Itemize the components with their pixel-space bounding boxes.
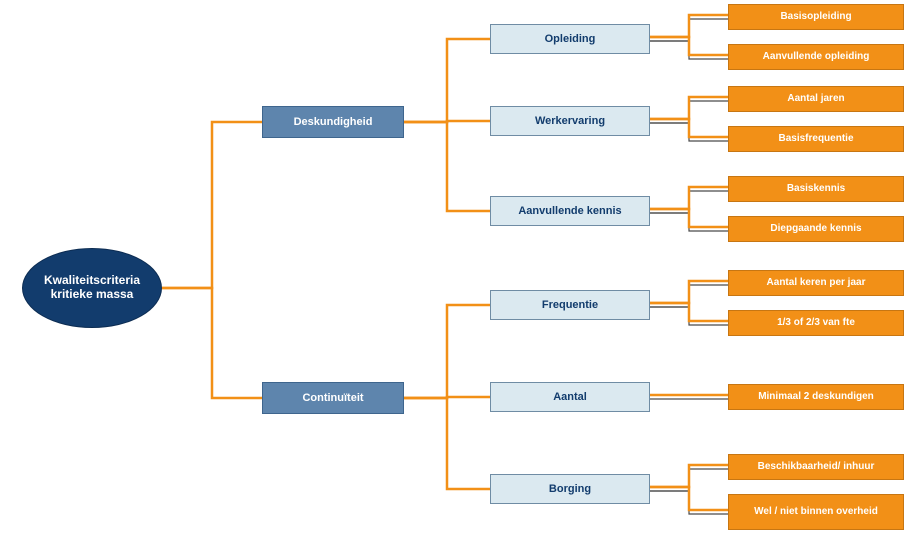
node-l2_opl: Opleiding [490, 24, 650, 54]
node-lf_aker: Aantal keren per jaar [728, 270, 904, 296]
node-label: Borging [549, 483, 591, 496]
node-label: Aanvullende opleiding [763, 51, 870, 63]
node-label: Beschikbaarheid/ inhuur [758, 461, 875, 473]
node-label: Wel / niet binnen overheid [754, 506, 878, 518]
node-label: Deskundigheid [294, 116, 373, 129]
node-label: Frequentie [542, 299, 598, 312]
node-root: Kwaliteitscriteria kritieke massa [22, 248, 162, 328]
node-lf_fte: 1/3 of 2/3 van fte [728, 310, 904, 336]
node-label: Aantal [553, 391, 587, 404]
node-label: Aanvullende kennis [518, 205, 621, 218]
node-l2_aant: Aantal [490, 382, 650, 412]
node-label: Aantal keren per jaar [767, 277, 866, 289]
node-lf_jaren: Aantal jaren [728, 86, 904, 112]
node-label: Continuïteit [302, 392, 363, 405]
node-label: Opleiding [545, 33, 596, 46]
node-l2_freq: Frequentie [490, 290, 650, 320]
node-l2_borg: Borging [490, 474, 650, 504]
node-label: Kwaliteitscriteria kritieke massa [23, 274, 161, 302]
node-label: Minimaal 2 deskundigen [758, 391, 874, 403]
node-label: 1/3 of 2/3 van fte [777, 317, 855, 329]
node-lf_basop: Basisopleiding [728, 4, 904, 30]
node-l1b: Continuïteit [262, 382, 404, 414]
node-l2_werk: Werkervaring [490, 106, 650, 136]
node-l2_aanv: Aanvullende kennis [490, 196, 650, 226]
node-lf_bken: Basiskennis [728, 176, 904, 202]
node-lf_aanop: Aanvullende opleiding [728, 44, 904, 70]
node-lf_bfreq: Basisfrequentie [728, 126, 904, 152]
node-lf_overh: Wel / niet binnen overheid [728, 494, 904, 530]
node-lf_dken: Diepgaande kennis [728, 216, 904, 242]
node-lf_min2: Minimaal 2 deskundigen [728, 384, 904, 410]
node-l1a: Deskundigheid [262, 106, 404, 138]
node-label: Basisopleiding [780, 11, 851, 23]
node-lf_besch: Beschikbaarheid/ inhuur [728, 454, 904, 480]
node-label: Basisfrequentie [778, 133, 853, 145]
node-label: Basiskennis [787, 183, 845, 195]
node-label: Diepgaande kennis [770, 223, 861, 235]
node-label: Werkervaring [535, 115, 605, 128]
node-label: Aantal jaren [787, 93, 844, 105]
